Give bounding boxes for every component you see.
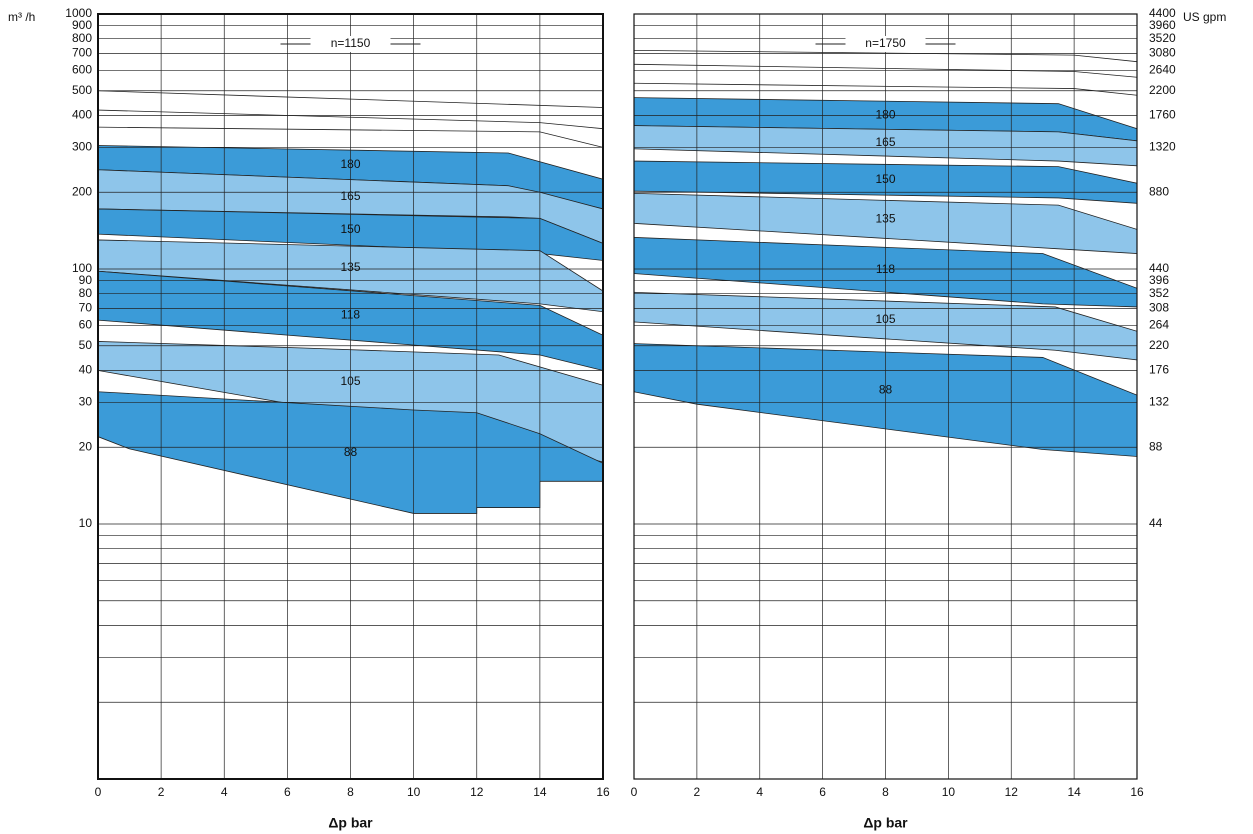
x-tick-label: 12 — [1005, 785, 1019, 799]
x-tick-label: 0 — [631, 785, 638, 799]
y-tick-label: 900 — [72, 18, 92, 32]
x-tick-label: 14 — [533, 785, 547, 799]
band-label: 165 — [340, 189, 360, 203]
x-tick-label: 0 — [95, 785, 102, 799]
y2-tick-label: 264 — [1149, 318, 1169, 332]
curve — [97, 90, 604, 108]
y-tick-label: 400 — [72, 108, 92, 122]
x-tick-label: 10 — [942, 785, 956, 799]
title-bg — [845, 36, 926, 52]
band-label: 150 — [340, 222, 360, 236]
curve — [633, 82, 1138, 96]
x-axis-label: Δp bar — [328, 815, 373, 831]
frame — [97, 13, 604, 780]
y2-tick-label: 308 — [1149, 301, 1169, 315]
band-label: 135 — [340, 260, 360, 274]
panel-title: n=1150 — [331, 36, 371, 50]
y-tick-label: 20 — [79, 439, 93, 453]
y2-tick-label: 1760 — [1149, 108, 1176, 122]
x-tick-label: 16 — [596, 785, 610, 799]
y-tick-label: 200 — [72, 184, 92, 198]
band-label: 105 — [875, 312, 895, 326]
y2-tick-label: 176 — [1149, 363, 1169, 377]
x-tick-label: 12 — [470, 785, 484, 799]
y2-tick-label: 88 — [1149, 439, 1163, 453]
x-tick-label: 16 — [1130, 785, 1144, 799]
y-tick-label: 300 — [72, 140, 92, 154]
y2-tick-label: 132 — [1149, 395, 1169, 409]
y-axis-label: m³ /h — [8, 10, 35, 24]
y-tick-label: 40 — [79, 363, 93, 377]
curve — [97, 109, 604, 130]
x-tick-label: 6 — [284, 785, 291, 799]
frame — [633, 13, 1138, 780]
y-tick-label: 700 — [72, 46, 92, 60]
x-tick-label: 2 — [158, 785, 165, 799]
band-label: 105 — [340, 374, 360, 388]
band-label: 135 — [875, 212, 895, 226]
band-label: 118 — [341, 308, 360, 322]
band-label: 118 — [876, 262, 895, 276]
curve — [633, 49, 1138, 63]
x-tick-label: 2 — [694, 785, 701, 799]
x-tick-label: 14 — [1067, 785, 1081, 799]
band-label: 165 — [875, 135, 895, 149]
curve — [97, 126, 604, 148]
y2-tick-label: 4400 — [1149, 6, 1176, 20]
y-tick-label: 500 — [72, 83, 92, 97]
y2-axis-label: US gpm — [1183, 10, 1226, 24]
y2-tick-label: 880 — [1149, 184, 1169, 198]
y-tick-label: 1000 — [65, 6, 92, 20]
title-bg — [310, 36, 391, 52]
x-tick-label: 10 — [407, 785, 421, 799]
y-tick-label: 70 — [79, 301, 93, 315]
y2-tick-label: 44 — [1149, 516, 1163, 530]
x-tick-label: 6 — [819, 785, 826, 799]
x-tick-label: 4 — [756, 785, 763, 799]
y2-tick-label: 352 — [1149, 286, 1169, 300]
x-tick-label: 8 — [347, 785, 354, 799]
y2-tick-label: 396 — [1149, 273, 1169, 287]
band-label: 180 — [340, 157, 360, 171]
band-label: 88 — [344, 445, 358, 459]
x-tick-label: 8 — [882, 785, 889, 799]
y2-tick-label: 2200 — [1149, 83, 1176, 97]
y-tick-label: 600 — [72, 63, 92, 77]
y-tick-label: 90 — [79, 273, 93, 287]
y-tick-label: 800 — [72, 31, 92, 45]
y2-tick-label: 3960 — [1149, 18, 1176, 32]
y2-tick-label: 2640 — [1149, 63, 1176, 77]
band-label: 180 — [875, 107, 895, 121]
y-tick-label: 50 — [79, 338, 93, 352]
x-tick-label: 4 — [221, 785, 228, 799]
y2-tick-label: 220 — [1149, 338, 1169, 352]
y2-tick-label: 3520 — [1149, 31, 1176, 45]
y-tick-label: 100 — [72, 261, 92, 275]
y2-tick-label: 3080 — [1149, 46, 1176, 60]
y2-tick-label: 440 — [1149, 261, 1169, 275]
y-tick-label: 60 — [79, 318, 93, 332]
curve — [633, 63, 1138, 78]
y-tick-label: 80 — [79, 286, 93, 300]
panel-title: n=1750 — [865, 36, 906, 50]
y2-tick-label: 1320 — [1149, 140, 1176, 154]
y-tick-label: 10 — [79, 516, 93, 530]
band-label: 88 — [879, 383, 893, 397]
band-label: 150 — [875, 172, 895, 186]
x-axis-label: Δp bar — [863, 815, 908, 831]
y-tick-label: 30 — [79, 395, 93, 409]
